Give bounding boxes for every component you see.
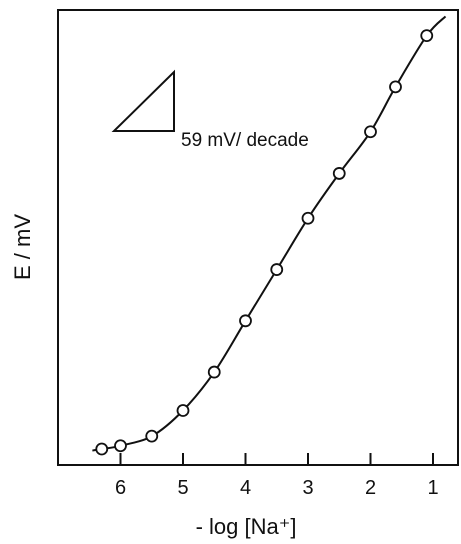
data-point bbox=[176, 404, 190, 417]
data-point bbox=[301, 211, 315, 225]
x-axis-ticks: 6 5 4 3 2 1 bbox=[115, 453, 439, 499]
data-point bbox=[114, 439, 127, 453]
x-tick-label: 3 bbox=[302, 477, 313, 499]
data-point bbox=[95, 442, 109, 456]
data-point bbox=[332, 167, 346, 180]
x-tick-label: 6 bbox=[115, 477, 126, 499]
data-point bbox=[270, 263, 284, 276]
y-axis-title: E / mV bbox=[10, 214, 35, 280]
x-tick-label: 5 bbox=[177, 477, 188, 499]
data-point bbox=[420, 29, 434, 43]
slope-label: 59 mV/ decade bbox=[181, 130, 309, 151]
data-point bbox=[389, 80, 402, 94]
plot-frame bbox=[57, 9, 459, 466]
slope-triangle bbox=[111, 69, 175, 132]
x-tick-label: 4 bbox=[240, 477, 251, 499]
data-point bbox=[364, 125, 377, 139]
data-points bbox=[95, 29, 434, 456]
slope-annotation: 59 mV/ decade bbox=[111, 69, 309, 151]
x-tick-label: 1 bbox=[427, 477, 438, 499]
x-tick-label: 2 bbox=[365, 477, 376, 499]
data-point bbox=[145, 429, 159, 443]
data-point bbox=[239, 314, 252, 328]
x-axis-title: - log [Na⁺] bbox=[196, 514, 297, 539]
data-point bbox=[207, 365, 221, 379]
